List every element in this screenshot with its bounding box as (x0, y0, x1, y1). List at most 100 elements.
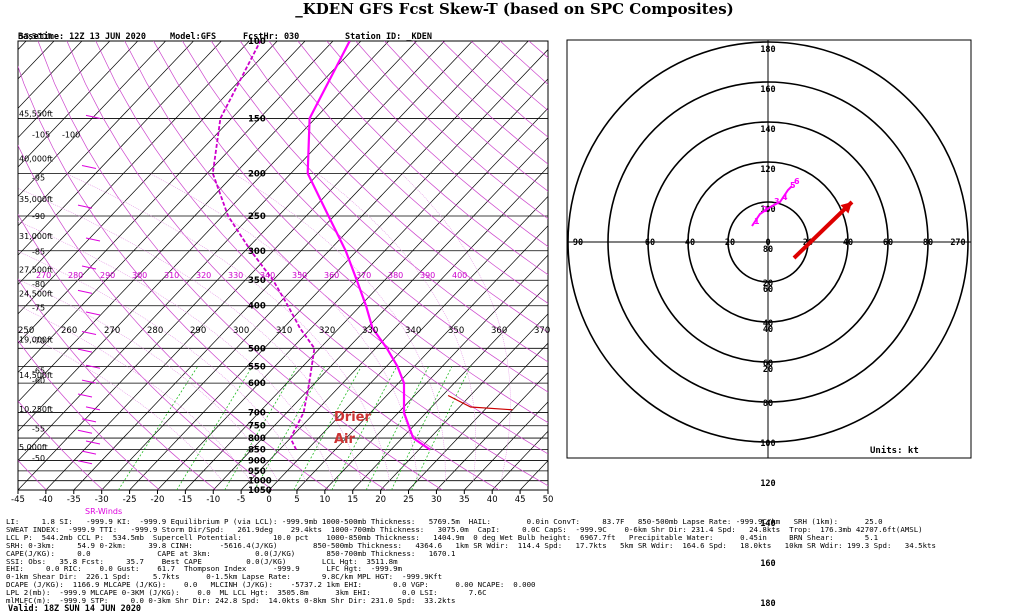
isotherm (18, 41, 138, 168)
env-temp-label: -65 (32, 367, 45, 376)
model-label: Model:GFS (170, 32, 217, 42)
theta-label-2: 320 (196, 271, 211, 280)
wind-barb (81, 265, 97, 270)
height-label: 24,500ft (19, 289, 53, 298)
height-label: 35,000ft (19, 195, 53, 204)
ring-label: 60 (763, 285, 773, 295)
env-temp-label: -80 (32, 280, 45, 289)
env-temp-label: -60 (32, 377, 45, 386)
moist-adiabat (18, 220, 334, 481)
theta-label: 300 (233, 326, 249, 336)
mixing-ratio-line (118, 366, 199, 490)
mixing-ratio-line (411, 366, 471, 490)
isotherm (436, 372, 548, 490)
temp-tick-label: -35 (67, 495, 81, 505)
isotherm (18, 41, 222, 256)
theta-label: 270 (104, 326, 120, 336)
ring-label: 40 (763, 319, 773, 329)
wind-barb (77, 204, 93, 209)
isotherm (18, 41, 250, 285)
dry-layer-line (447, 394, 513, 411)
ring-label: 20 (763, 279, 773, 289)
moist-adiabat (65, 173, 390, 481)
height-label: 10,250ft (19, 405, 53, 414)
axis-label: 20 (725, 238, 735, 248)
theta-label: 290 (190, 326, 206, 336)
dry-adiabat (239, 41, 548, 333)
dry-adiabat (326, 41, 548, 247)
dry-adiabat (66, 41, 500, 490)
axis-label: 40 (685, 238, 695, 248)
indices-row: mlMLFC(m): -999.9 STP: 0.0 0-3km Shr Dir… (6, 596, 456, 605)
theta-label-2: 270 (36, 271, 51, 280)
wind-barb (81, 330, 97, 335)
temp-tick-label: 45 (515, 495, 526, 505)
dry-adiabat (124, 41, 548, 455)
theta-label: 320 (319, 326, 335, 336)
temp-tick-label: 15 (347, 495, 358, 505)
temp-tick-label: 20 (375, 495, 386, 505)
storm-motion-arrowhead (840, 202, 852, 214)
theta-label-2: 400 (452, 271, 467, 280)
indices-row: LPL 2(mb): -999.9 MLCAPE 0-3KM (J/KG): 0… (6, 588, 487, 598)
storm-motion-arrow (792, 200, 854, 260)
isotherm (157, 78, 548, 490)
pressure-label: 250 (248, 212, 266, 222)
ring-label: 180 (760, 45, 775, 55)
indices-row: CAPE(J/KG): 0.0 CAPE at 3km: 0.0(J/KG) 8… (6, 548, 456, 558)
axis-label: 270 (950, 238, 965, 248)
env-temp-label: -75 (32, 303, 45, 312)
dry-adiabat (18, 400, 104, 490)
ring-label: 140 (760, 125, 775, 135)
isotherm (18, 41, 166, 197)
pressure-label: 500 (248, 344, 266, 354)
wind-barb (77, 289, 93, 294)
mixing-ratio-line (176, 366, 253, 490)
dry-adiabat (18, 65, 386, 490)
axis-label: 90 (573, 238, 583, 248)
dry-adiabat (18, 340, 160, 490)
mixing-ratio-line (293, 366, 362, 490)
isotherm (18, 41, 306, 344)
wind-barb (77, 348, 93, 353)
axis-label: 0 (765, 238, 770, 248)
temp-tick-label: 10 (319, 495, 330, 505)
fcsthr-label: FcstHr: 030 (243, 32, 300, 42)
isotherm (73, 41, 501, 490)
theta-label: 250 (18, 326, 34, 336)
pressure-label: 150 (248, 114, 266, 124)
dry-adiabat (211, 41, 548, 363)
mixing-ratio-line (391, 366, 453, 490)
axis-label: 40 (843, 238, 853, 248)
temp-tick-label: -40 (39, 495, 53, 505)
indices-row: SSI: Obs: 35.8 Fcst: 35.7 Best CAPE 0.0(… (6, 556, 398, 566)
mixing-ratio-line (331, 366, 398, 490)
indices-row: EHI: 0.0 RIC: 0.0 Gust: 61.7 Thompson In… (6, 564, 403, 574)
pressure-label: 1000 (248, 477, 272, 487)
theta-label: 360 (491, 326, 507, 336)
dry-adiabat (37, 41, 443, 490)
temp-tick-label: -5 (237, 495, 245, 505)
env-temp-label: -95 (32, 173, 45, 182)
wind-barb (81, 165, 97, 170)
pressure-label: 900 (248, 457, 266, 467)
wind-barb (85, 114, 101, 119)
valid-time: Valid: 18Z SUN 14 JUN 2020 (8, 604, 142, 614)
indices-row: 0-1km Shear Dir: 226.1 Spd: 5.7kts 0-1.5… (6, 572, 443, 582)
moist-adiabat (401, 173, 511, 481)
wind-barb (77, 393, 93, 398)
temp-tick-label: 30 (431, 495, 442, 505)
moist-adiabat (18, 188, 362, 481)
env-temp-label: -105 (32, 131, 50, 140)
env-temp-label: -90 (32, 212, 45, 221)
dry-adiabat (182, 41, 548, 393)
theta-label-2: 310 (164, 271, 179, 280)
pressure-label: 1050 (248, 486, 272, 496)
ring-label: 80 (763, 245, 773, 255)
wind-barb (85, 440, 101, 445)
ring-label: 120 (760, 165, 775, 175)
indices-row: DCAPE (J/KG): 1166.9 MLCAPE (J/KG): 0.0 … (6, 580, 536, 590)
temp-tick-label: 40 (487, 495, 498, 505)
height-marker: 4 (782, 193, 788, 202)
basetime-label: Basetime: 12Z 13 JUN 2020 (18, 32, 146, 42)
